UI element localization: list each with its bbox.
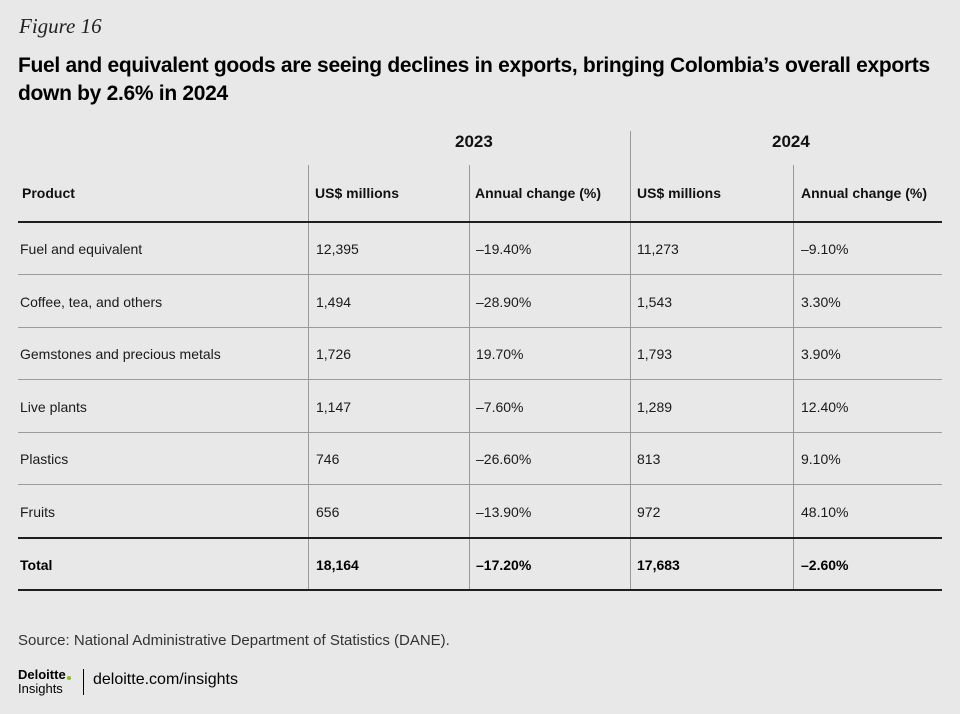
header-2024-change: Annual change (%) bbox=[801, 185, 928, 201]
row-divider bbox=[18, 484, 942, 485]
total-cell-change-2024: –2.60% bbox=[801, 556, 849, 573]
table-cell-product: Gemstones and precious metals bbox=[20, 346, 221, 363]
total-cell-change-2023: –17.20% bbox=[476, 556, 532, 573]
table-cell-usd-2023: 12,395 bbox=[316, 241, 359, 257]
total-top-rule bbox=[18, 537, 942, 539]
table-cell-product: Fuel and equivalent bbox=[20, 241, 143, 257]
header-2024-usd: US$ millions bbox=[637, 185, 722, 201]
column-divider bbox=[630, 223, 631, 591]
footer-link[interactable]: deloitte.com/insights bbox=[93, 671, 238, 688]
table-cell-change-2024: 3.90% bbox=[801, 346, 841, 363]
table-cell-usd-2024: 813 bbox=[637, 451, 661, 468]
table-cell-change-2023: –26.60% bbox=[476, 451, 532, 468]
total-cell-usd-2023: 18,164 bbox=[316, 556, 359, 573]
year-group-divider bbox=[630, 131, 631, 223]
table-cell-usd-2024: 972 bbox=[637, 504, 661, 520]
table-cell-usd-2023: 1,147 bbox=[316, 398, 352, 415]
figure-label: Figure 16 bbox=[19, 14, 102, 38]
table-cell-change-2024: –9.10% bbox=[801, 241, 849, 257]
header-rule bbox=[18, 221, 942, 223]
column-divider bbox=[469, 165, 470, 591]
column-divider bbox=[793, 165, 794, 591]
table-cell-change-2024: 9.10% bbox=[801, 451, 841, 468]
table-cell-usd-2024: 1,289 bbox=[637, 398, 673, 415]
table-cell-change-2023: –13.90% bbox=[476, 504, 532, 520]
table-cell-usd-2024: 1,543 bbox=[637, 293, 673, 310]
table-cell-product: Fruits bbox=[20, 504, 55, 520]
table-bottom-rule bbox=[18, 589, 942, 591]
logo-subbrand: Insights bbox=[18, 681, 63, 696]
row-divider bbox=[18, 379, 942, 380]
table-cell-usd-2023: 1,726 bbox=[316, 346, 352, 363]
table-cell-change-2024: 12.40% bbox=[801, 398, 849, 415]
table-cell-change-2024: 48.10% bbox=[801, 504, 849, 520]
table-cell-usd-2024: 1,793 bbox=[637, 346, 673, 363]
row-divider bbox=[18, 274, 942, 275]
table-cell-change-2023: 19.70% bbox=[476, 346, 524, 363]
source-note: Source: National Administrative Departme… bbox=[18, 632, 450, 649]
total-cell-usd-2024: 17,683 bbox=[637, 556, 680, 573]
table-cell-usd-2023: 746 bbox=[316, 451, 340, 468]
total-cell-product: Total bbox=[20, 556, 53, 573]
table-cell-change-2023: –19.40% bbox=[476, 241, 532, 257]
table-cell-product: Live plants bbox=[20, 398, 87, 415]
table-cell-change-2023: –28.90% bbox=[476, 293, 532, 310]
logo-brand: Deloitte bbox=[18, 667, 66, 682]
footer-separator bbox=[83, 669, 84, 695]
table-cell-usd-2024: 11,273 bbox=[637, 241, 679, 257]
year-label-2024: 2024 bbox=[772, 132, 810, 151]
table-cell-usd-2023: 1,494 bbox=[316, 293, 352, 310]
table-cell-change-2023: –7.60% bbox=[476, 398, 524, 415]
chart-title: Fuel and equivalent goods are seeing dec… bbox=[18, 54, 930, 105]
table-cell-product: Coffee, tea, and others bbox=[20, 293, 163, 310]
row-divider bbox=[18, 432, 942, 433]
table-cell-change-2024: 3.30% bbox=[801, 293, 841, 310]
header-2023-change: Annual change (%) bbox=[475, 185, 602, 201]
logo-green-dot bbox=[66, 676, 71, 680]
table-cell-product: Plastics bbox=[20, 451, 69, 468]
column-divider bbox=[308, 165, 309, 591]
year-label-2023: 2023 bbox=[455, 132, 493, 151]
header-product: Product bbox=[22, 185, 75, 201]
table-cell-usd-2023: 656 bbox=[316, 504, 340, 520]
deloitte-insights-logo: Deloitte Insights bbox=[18, 668, 71, 696]
header-2023-usd: US$ millions bbox=[315, 185, 400, 201]
row-divider bbox=[18, 327, 942, 328]
